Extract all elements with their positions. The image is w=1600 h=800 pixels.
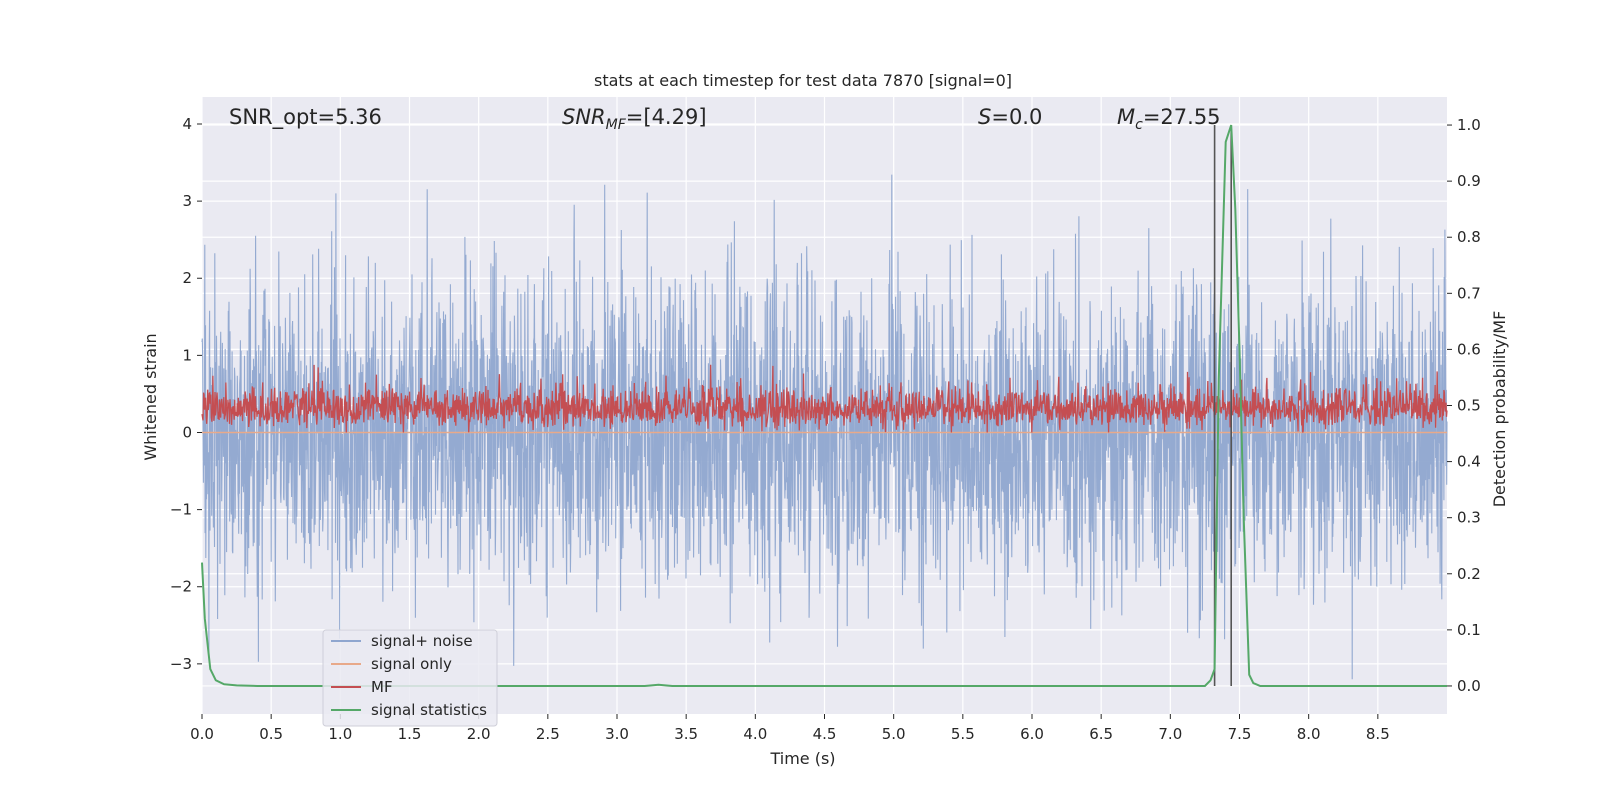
svg-text:signal statistics: signal statistics [371, 701, 487, 719]
y-tick-label-right: 0.5 [1457, 397, 1481, 415]
legend-item-signal-noise: signal+ noise [331, 632, 473, 650]
y-tick-label-left: −3 [170, 655, 192, 673]
x-tick-label: 2.5 [536, 725, 560, 743]
x-tick-label: 2.0 [467, 725, 491, 743]
series-line-mf [201, 364, 1448, 433]
y-tick-label-right: 0.9 [1457, 172, 1481, 190]
svg-text:signal only: signal only [371, 655, 452, 673]
legend-item-signal-statistics: signal statistics [331, 701, 487, 719]
y-tick-label-left: −2 [170, 578, 192, 596]
y-tick-label-left: 1 [182, 346, 192, 364]
x-tick-label: 1.0 [328, 725, 352, 743]
x-tick-label: 3.0 [605, 725, 629, 743]
y-tick-label-right: 0.4 [1457, 453, 1481, 471]
series-line-signal-statistics [201, 124, 1447, 687]
series-line-signal-noise [201, 174, 1448, 680]
signal-noise-series [201, 174, 1448, 680]
annotation-mc: Mc=27.55 [1117, 105, 1221, 133]
x-tick-label: 5.5 [951, 725, 975, 743]
x-tick-label: 5.0 [882, 725, 906, 743]
legend: signal+ noise signal only MF signal stat… [322, 629, 498, 727]
x-tick-label: 4.5 [813, 725, 837, 743]
annotation-snr-mf: SNRMF=[4.29] [562, 105, 707, 133]
x-tick-label: 8.5 [1366, 725, 1390, 743]
x-tick-label: 4.0 [743, 725, 767, 743]
annotation-snr-opt: SNR_opt=5.36 [229, 105, 382, 130]
y-tick-label-right: 0.8 [1457, 228, 1481, 246]
y-tick-label-left: −1 [170, 501, 192, 519]
axes: 0.0 0.5 1.0 1.5 2.0 2.5 3.0 3.5 4.0 4.5 5.0 5.5 6.0 6… [170, 115, 1481, 743]
y-tick-label-right: 0.3 [1457, 509, 1481, 527]
x-tick-label: 0.0 [190, 725, 214, 743]
y-tick-label-right: 0.7 [1457, 284, 1481, 302]
x-tick-label: 7.0 [1158, 725, 1182, 743]
x-tick-label: 7.5 [1228, 725, 1252, 743]
svg-text:MF: MF [371, 678, 393, 696]
y-tick-label-left: 3 [182, 192, 192, 210]
y-tick-label-left: 2 [182, 269, 192, 287]
y-tick-label-right: 1.0 [1457, 116, 1481, 134]
y-tick-label-right: 0.0 [1457, 677, 1481, 695]
chart-title: stats at each timestep for test data 787… [594, 71, 1012, 90]
mf-series [201, 364, 1448, 433]
x-tick-label: 8.0 [1297, 725, 1321, 743]
y-tick-label-left: 4 [182, 115, 192, 133]
signal-statistics-series [201, 124, 1447, 687]
y-tick-label-right: 0.1 [1457, 621, 1481, 639]
x-axis-label: Time (s) [769, 749, 835, 768]
y-tick-label-right: 0.6 [1457, 340, 1481, 358]
y-axis-label-left: Whitened strain [141, 333, 160, 460]
x-tick-label: 0.5 [259, 725, 283, 743]
vertical-markers [1213, 125, 1232, 686]
y-axis-label-right: Detection probability/MF [1490, 311, 1509, 508]
x-tick-label: 1.5 [398, 725, 422, 743]
annotation-s: S=0.0 [978, 105, 1042, 129]
y-tick-label-right: 0.2 [1457, 565, 1481, 583]
x-tick-label: 6.0 [1020, 725, 1044, 743]
y-tick-label-left: 0 [182, 423, 192, 441]
svg-text:signal+ noise: signal+ noise [371, 632, 473, 650]
legend-item-mf: MF [331, 678, 393, 696]
x-tick-label: 3.5 [674, 725, 698, 743]
legend-item-signal-only: signal only [331, 655, 452, 673]
x-tick-label: 6.5 [1089, 725, 1113, 743]
